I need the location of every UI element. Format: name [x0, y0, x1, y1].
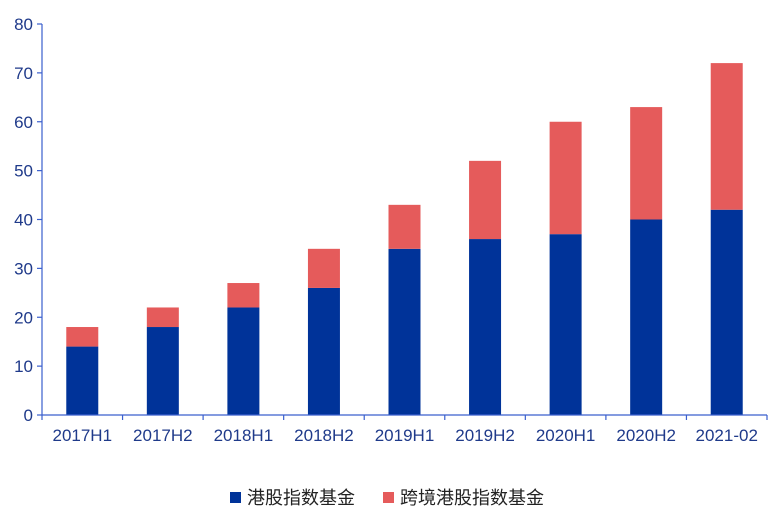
x-axis: 2017H1 2017H2 2018H1 2018H2 2019H1 2019H2 2020…: [41, 414, 768, 445]
x-tick-label: 2019H1: [375, 426, 435, 445]
legend-label-hk-index-fund: 港股指数基金: [247, 488, 355, 509]
bar-hk-index-fund: [307, 287, 340, 415]
y-tick-label: 70: [14, 64, 33, 83]
bar-hk-index-fund: [227, 307, 260, 415]
legend-item-hk-index-fund: 港股指数基金: [230, 484, 355, 510]
x-tick-label: 2017H1: [52, 426, 112, 445]
bar-hk-index-fund: [710, 209, 743, 415]
x-tick-label: 2018H1: [214, 426, 274, 445]
y-tick-label: 80: [14, 15, 33, 34]
bar-hk-index-fund: [630, 219, 663, 415]
x-tick-label: 2020H1: [536, 426, 596, 445]
bar-cross-border-fund: [307, 248, 340, 288]
bar-hk-index-fund: [549, 234, 582, 415]
legend: 港股指数基金 跨境港股指数基金: [0, 484, 774, 510]
stacked-bar-chart: 0 10 20 30 40 50 60 70 80 2017H1 2017H2 2018H1 2018…: [14, 15, 768, 445]
bar-hk-index-fund: [146, 327, 179, 415]
y-tick-label: 10: [14, 357, 33, 376]
legend-label-cross-border-fund: 跨境港股指数基金: [400, 488, 544, 509]
y-tick-label: 20: [14, 308, 33, 327]
bar-hk-index-fund: [469, 239, 502, 415]
bar-cross-border-fund: [66, 327, 99, 347]
bar-cross-border-fund: [630, 107, 663, 220]
bars: [66, 63, 743, 415]
bar-cross-border-fund: [388, 204, 421, 249]
y-tick-label: 40: [14, 211, 33, 230]
y-tick-label: 50: [14, 162, 33, 181]
bar-hk-index-fund: [388, 248, 421, 415]
bar-cross-border-fund: [710, 63, 743, 210]
y-tick-label: 30: [14, 259, 33, 278]
legend-swatch-cross-border-fund: [383, 491, 394, 503]
y-axis: 0 10 20 30 40 50 60 70 80: [14, 15, 43, 425]
bar-cross-border-fund: [146, 307, 179, 328]
y-tick-label: 0: [24, 406, 33, 425]
x-tick-label: 2021-02: [696, 426, 758, 445]
bar-cross-border-fund: [469, 160, 502, 240]
x-tick-label: 2018H2: [294, 426, 354, 445]
x-tick-label: 2020H2: [616, 426, 676, 445]
x-tick-label: 2017H2: [133, 426, 193, 445]
legend-swatch-hk-index-fund: [230, 491, 241, 503]
bar-cross-border-fund: [549, 121, 582, 235]
bar-hk-index-fund: [66, 346, 99, 415]
bar-cross-border-fund: [227, 283, 260, 308]
x-tick-label: 2019H2: [455, 426, 515, 445]
legend-item-cross-border-fund: 跨境港股指数基金: [383, 484, 544, 510]
y-tick-label: 60: [14, 113, 33, 132]
